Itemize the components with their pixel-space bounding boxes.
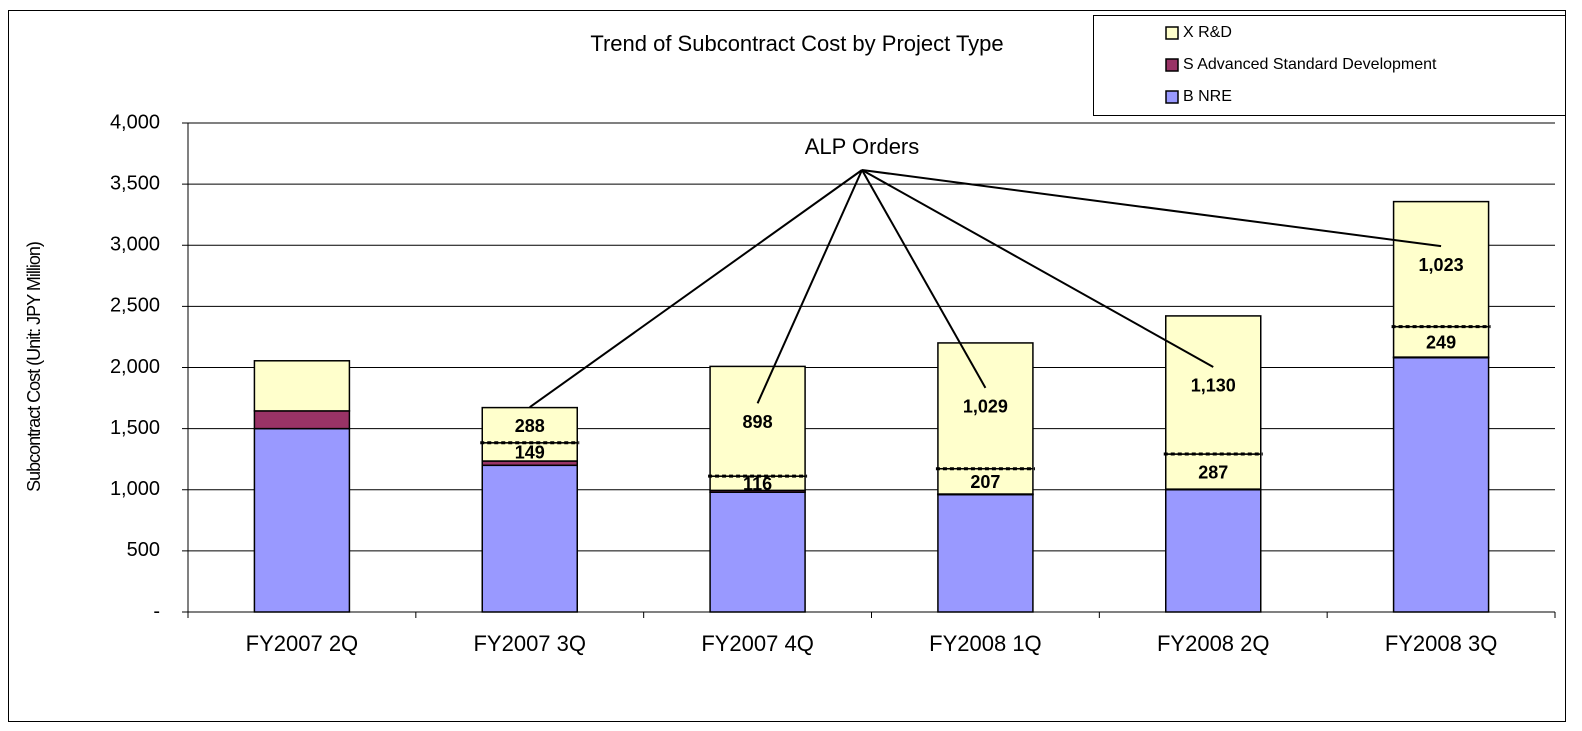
annotation-line [529, 169, 863, 409]
y-tick-label: 1,500 [110, 417, 160, 439]
legend-label: S Advanced Standard Development [1183, 56, 1437, 73]
data-label: 898 [743, 412, 773, 432]
chart-title: Trend of Subcontract Cost by Project Typ… [590, 31, 1003, 56]
legend-label: X R&D [1183, 24, 1232, 41]
legend-swatch [1165, 58, 1179, 72]
bar-segment [937, 342, 1034, 470]
data-label: 1,130 [1191, 376, 1236, 396]
data-label: 116 [743, 474, 772, 494]
y-tick-label: 3,000 [110, 234, 160, 256]
x-tick-label: FY2008 2Q [1157, 631, 1270, 656]
bar-segment [481, 464, 578, 613]
annotation-line [861, 169, 1214, 368]
annotation: ALP Orders [805, 134, 920, 159]
data-label: 149 [515, 443, 545, 463]
bar-segment [253, 427, 351, 613]
bar-segment [1392, 325, 1490, 358]
x-tick-label: FY2007 2Q [246, 631, 359, 656]
data-label: 207 [970, 472, 1000, 492]
x-tick-label: FY2007 3Q [473, 631, 586, 656]
y-tick-label: 500 [127, 539, 160, 561]
legend-swatch [1165, 26, 1179, 40]
bar-segment [253, 360, 351, 412]
legend-label: B NRE [1183, 88, 1232, 105]
y-tick-label: 4,000 [110, 111, 160, 133]
data-label: 287 [1198, 462, 1228, 482]
y-tick-label: - [153, 600, 160, 622]
annotation-line [756, 169, 863, 404]
y-tick-label: 2,500 [110, 295, 160, 317]
y-axis-label: Subcontract Cost (Unit: JPY Million) [24, 242, 44, 492]
x-tick-label: FY2007 4Q [701, 631, 814, 656]
y-tick-label: 2,000 [110, 356, 160, 378]
bar-segment [253, 410, 351, 430]
bar-segment [481, 406, 578, 444]
legend-swatch [1165, 90, 1179, 104]
bar-segment [1165, 489, 1262, 613]
y-tick-label: 3,500 [110, 172, 160, 194]
data-label: 1,029 [963, 397, 1008, 417]
bar-segment [1392, 356, 1490, 613]
bar-segment [1165, 453, 1262, 490]
annotation-line [861, 169, 987, 389]
data-label: 1,023 [1419, 255, 1464, 275]
bar-segment [937, 467, 1034, 495]
x-tick-label: FY2008 1Q [929, 631, 1042, 656]
bar-segment [937, 493, 1034, 613]
x-tick-label: FY2008 3Q [1385, 631, 1498, 656]
annotation-line [861, 169, 1442, 248]
y-tick-label: 1,000 [110, 478, 160, 500]
data-label: 249 [1426, 333, 1456, 353]
bar-segment [709, 491, 806, 613]
data-label: 288 [515, 416, 545, 436]
